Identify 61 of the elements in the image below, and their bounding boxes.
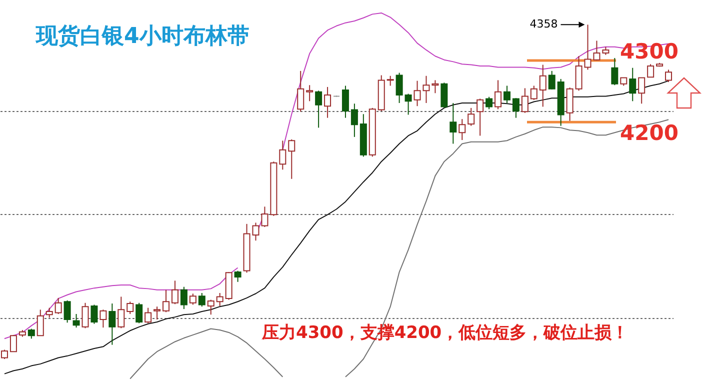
candlestick bbox=[315, 90, 322, 128]
candlestick bbox=[404, 93, 412, 116]
candlestick bbox=[350, 103, 358, 138]
candlestick bbox=[82, 302, 89, 329]
candlestick bbox=[279, 140, 286, 170]
candlestick bbox=[386, 75, 394, 86]
candlestick bbox=[503, 85, 510, 104]
candlestick bbox=[126, 301, 134, 314]
candlestick bbox=[450, 102, 457, 144]
candlestick bbox=[575, 56, 582, 92]
candlestick bbox=[629, 67, 636, 102]
annotation: 4358 bbox=[530, 18, 558, 31]
candlestick bbox=[342, 85, 349, 118]
candlestick bbox=[10, 334, 17, 352]
candlestick bbox=[468, 107, 475, 126]
candlestick bbox=[440, 82, 448, 108]
candlestick bbox=[486, 96, 493, 110]
candlestick bbox=[548, 70, 556, 90]
candlestick bbox=[54, 297, 62, 314]
candlestick bbox=[396, 72, 403, 104]
candlestick bbox=[432, 80, 439, 94]
candlestick bbox=[234, 270, 242, 282]
candlestick bbox=[154, 306, 161, 320]
candlestick bbox=[512, 98, 520, 118]
candlestick bbox=[46, 307, 53, 318]
candlestick bbox=[162, 289, 170, 313]
candlestick bbox=[611, 57, 618, 86]
candlestick bbox=[198, 292, 206, 308]
candlestick bbox=[476, 98, 484, 136]
ref-line-label: 4200 bbox=[620, 121, 678, 146]
annotation: 压力4300，支撑4200，低位短多，破位止损！ bbox=[261, 323, 629, 343]
candlestick bbox=[297, 70, 304, 112]
candlestick bbox=[171, 280, 178, 305]
candlestick bbox=[90, 304, 98, 324]
candlestick bbox=[530, 85, 538, 100]
candlestick bbox=[324, 86, 332, 118]
ref-line-label: 4300 bbox=[620, 39, 678, 64]
candlestick bbox=[36, 309, 44, 336]
candlestick bbox=[100, 309, 107, 328]
candlestick bbox=[64, 300, 71, 324]
candlestick bbox=[144, 307, 152, 324]
candlestick bbox=[118, 296, 125, 329]
candlestick bbox=[216, 292, 224, 306]
text: 现货白银4小时布林带 bbox=[35, 24, 250, 49]
candlestick bbox=[207, 299, 214, 316]
candlestick bbox=[306, 84, 314, 102]
candlestick bbox=[72, 313, 80, 328]
candlestick bbox=[638, 77, 646, 104]
candlestick bbox=[647, 64, 654, 78]
candlestick bbox=[136, 302, 143, 324]
candlestick bbox=[665, 69, 672, 83]
candlestick bbox=[458, 118, 466, 141]
candlestick bbox=[288, 138, 296, 180]
candlestick bbox=[494, 80, 502, 110]
candlestick bbox=[189, 293, 196, 306]
candlestick bbox=[521, 88, 528, 114]
candlestick bbox=[108, 302, 116, 346]
candlestick bbox=[180, 286, 188, 310]
candlestick bbox=[28, 328, 35, 340]
candlestick bbox=[261, 206, 268, 228]
candlestick bbox=[539, 64, 546, 108]
